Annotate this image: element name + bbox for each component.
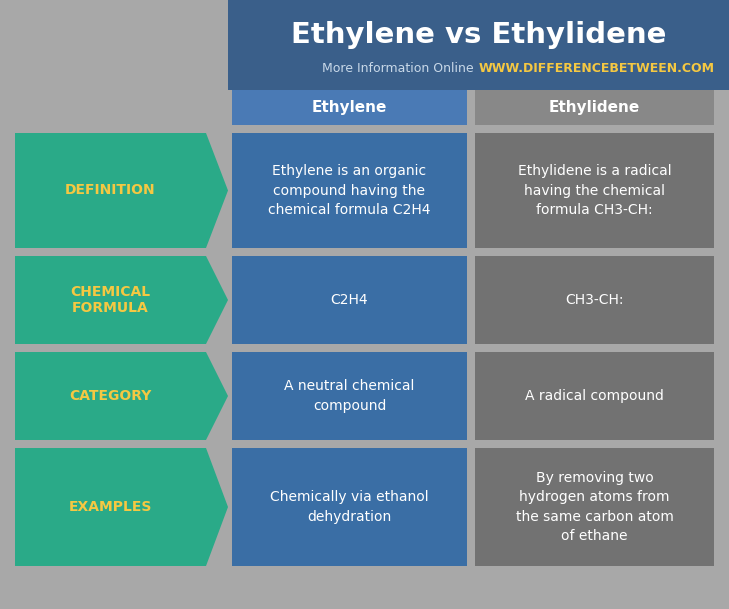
Bar (228, 0, 729, 90)
Text: Ethylene is an organic
compound having the
chemical formula C2H4: Ethylene is an organic compound having t… (268, 164, 431, 217)
Bar (475, 448, 714, 566)
Text: CHEMICAL
FORMULA: CHEMICAL FORMULA (71, 285, 151, 315)
Bar (475, 90, 714, 125)
Bar (232, 133, 467, 248)
Text: A radical compound: A radical compound (525, 389, 664, 403)
Text: C2H4: C2H4 (331, 293, 368, 307)
Bar (232, 352, 467, 440)
Bar (232, 90, 467, 125)
Text: A neutral chemical
compound: A neutral chemical compound (284, 379, 415, 413)
Text: DEFINITION: DEFINITION (65, 183, 156, 197)
Text: By removing two
hydrogen atoms from
the same carbon atom
of ethane: By removing two hydrogen atoms from the … (515, 471, 674, 543)
Polygon shape (15, 352, 228, 440)
Bar (232, 256, 467, 344)
Polygon shape (15, 133, 228, 248)
Text: Chemically via ethanol
dehydration: Chemically via ethanol dehydration (270, 490, 429, 524)
Text: Ethylidene: Ethylidene (549, 100, 640, 115)
Bar (475, 352, 714, 440)
Bar (475, 256, 714, 344)
Text: CH3-CH:: CH3-CH: (565, 293, 624, 307)
Text: More Information Online: More Information Online (322, 62, 474, 74)
Text: Ethylidene is a radical
having the chemical
formula CH3-CH:: Ethylidene is a radical having the chemi… (518, 164, 671, 217)
Polygon shape (15, 448, 228, 566)
Text: CATEGORY: CATEGORY (69, 389, 152, 403)
Bar (232, 448, 467, 566)
Text: Ethylene: Ethylene (312, 100, 387, 115)
Text: Ethylene vs Ethylidene: Ethylene vs Ethylidene (291, 21, 666, 49)
Bar (475, 133, 714, 248)
Polygon shape (15, 256, 228, 344)
Text: WWW.DIFFERENCEBETWEEN.COM: WWW.DIFFERENCEBETWEEN.COM (478, 62, 714, 74)
Text: EXAMPLES: EXAMPLES (69, 500, 152, 514)
